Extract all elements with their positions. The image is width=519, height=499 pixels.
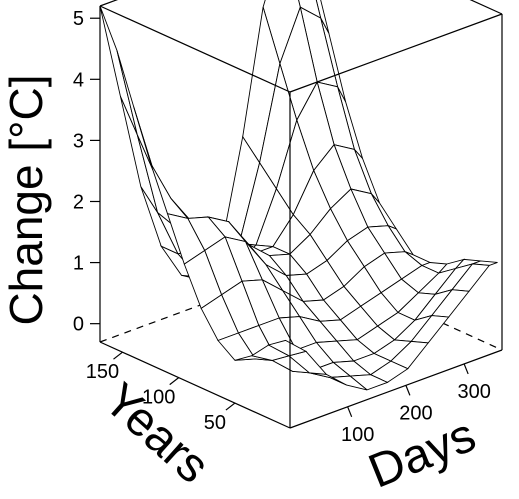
z-tick-label: 3 [73,130,84,152]
box-edge [99,5,291,93]
box-edge [289,349,503,429]
y-tick-label: 100 [142,387,175,409]
box-edge [99,341,291,429]
surface-mesh [99,0,498,391]
axis-ticks: 100 200 300 50 100 150 0 1 2 3 4 5 [73,8,491,446]
z-tick-label: 2 [73,191,84,213]
x-tick-mark [463,363,469,375]
z-tick-label: 0 [73,314,84,336]
z-tick-label: 5 [73,8,84,30]
z-axis-label: Change [°C] [0,74,52,325]
y-tick-mark [113,351,123,360]
surface-cell [119,96,159,213]
y-tick-label: 150 [86,361,119,383]
x-tick-label: 200 [399,402,432,424]
y-tick-mark [169,377,180,386]
x-tick-mark [405,385,411,396]
z-tick-label: 1 [73,253,84,275]
box-edge [469,0,503,15]
x-tick-label: 300 [457,381,490,403]
surface-cell [267,339,308,357]
y-tick-mark [225,402,236,411]
z-tick-label: 4 [73,69,84,91]
x-tick-label: 100 [341,424,374,446]
y-tick-label: 50 [204,412,226,434]
box-edge [289,13,503,93]
x-tick-mark [347,406,353,418]
box-front-edges [99,0,503,429]
surface-cell [99,5,138,135]
